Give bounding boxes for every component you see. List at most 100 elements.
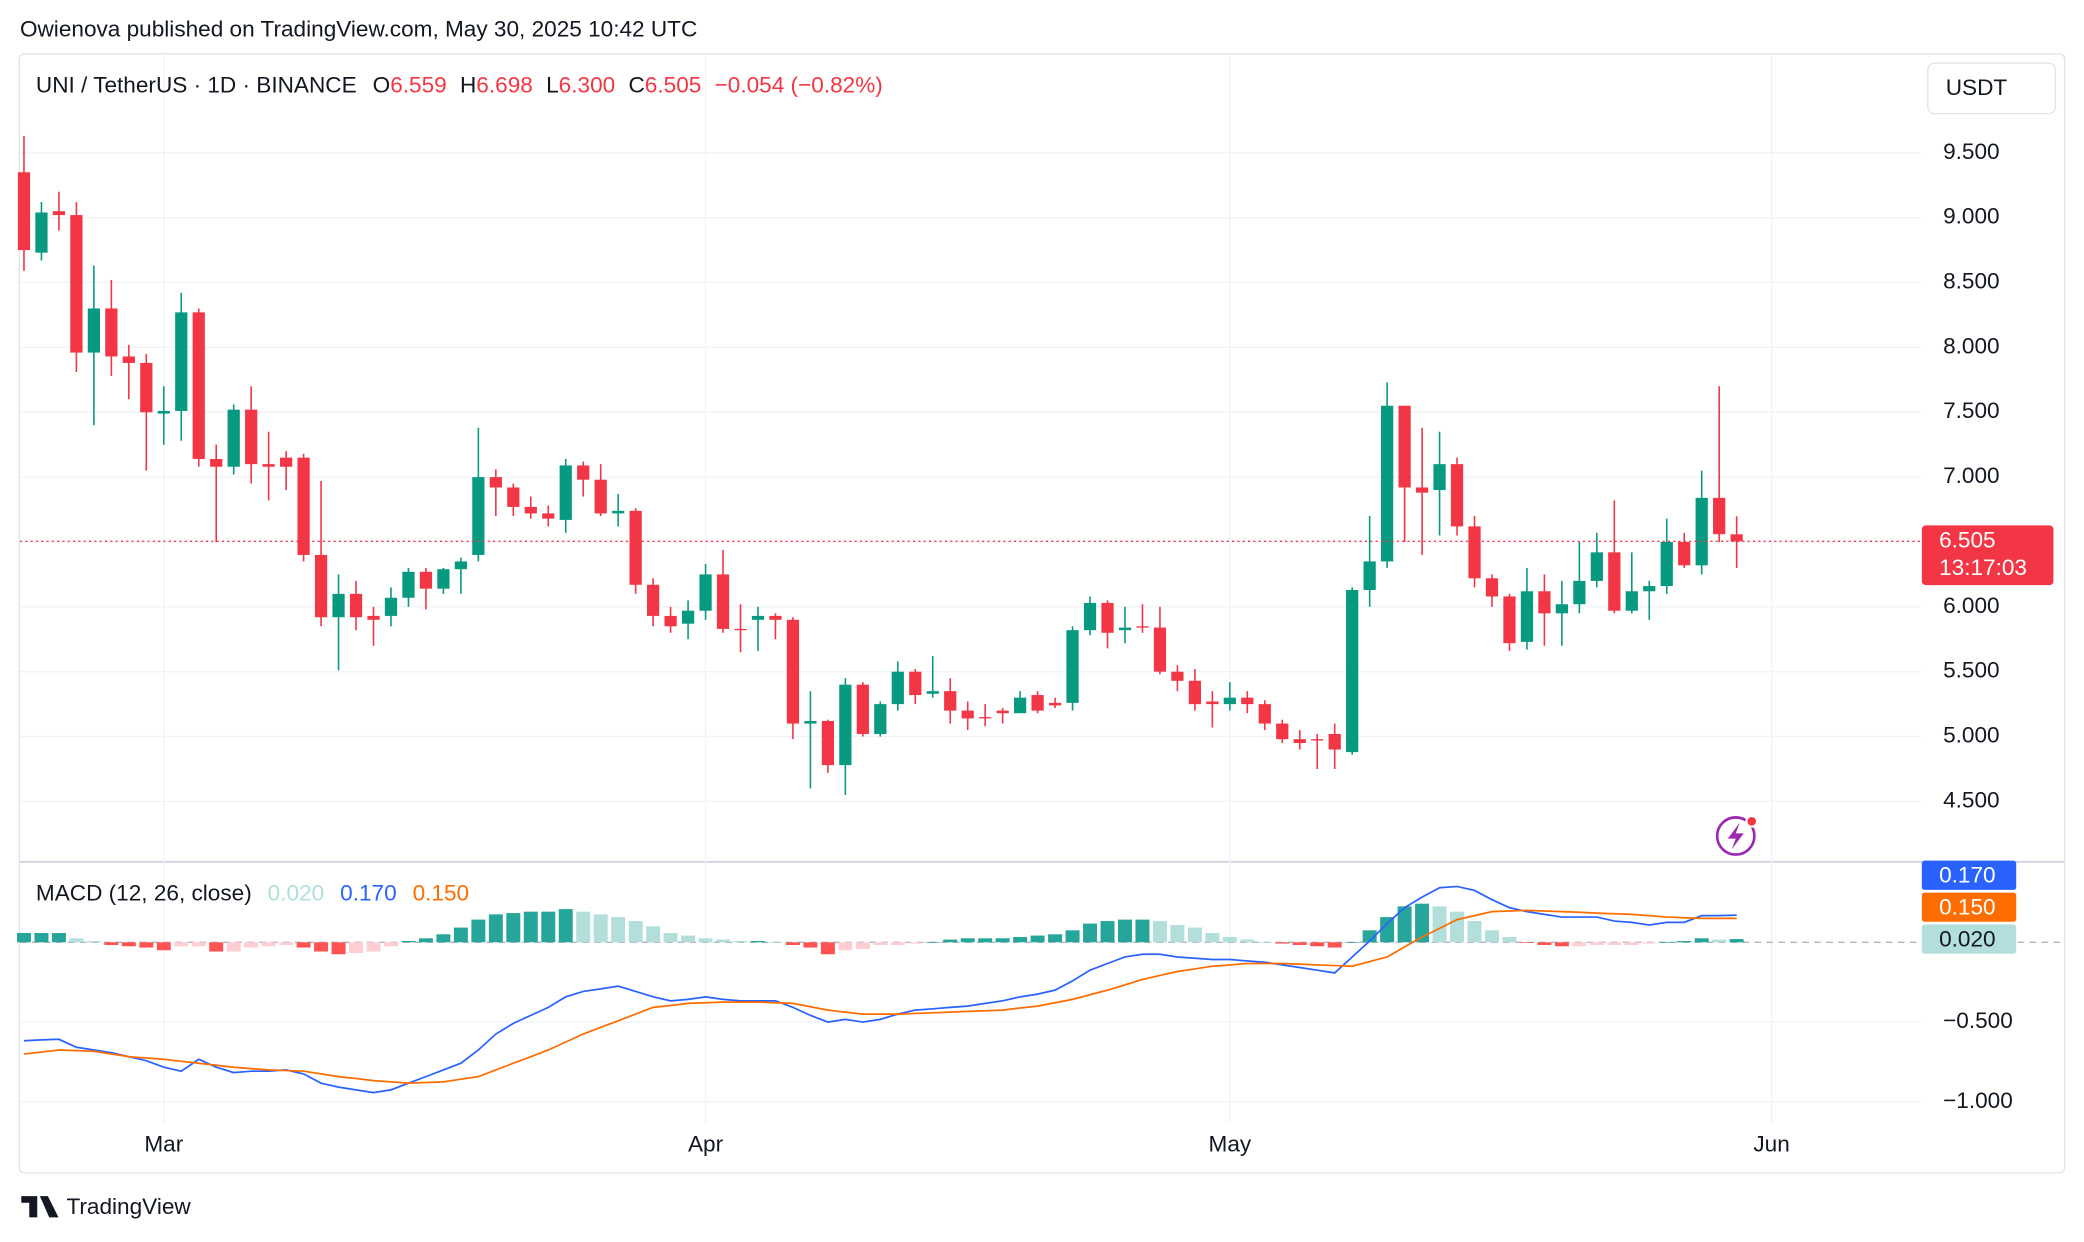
ohlc-key: H bbox=[460, 72, 476, 97]
histogram-bar bbox=[1415, 903, 1430, 943]
candle-body bbox=[1643, 586, 1656, 592]
histogram-bar bbox=[436, 934, 451, 943]
candle-body bbox=[1101, 602, 1114, 633]
candle-body bbox=[664, 615, 677, 627]
histogram-bar bbox=[1222, 937, 1237, 943]
candle-body bbox=[1311, 739, 1324, 741]
histogram-bar bbox=[1432, 906, 1447, 943]
candle-body bbox=[1450, 464, 1464, 527]
histogram-bar bbox=[471, 919, 486, 943]
candle-body bbox=[1608, 552, 1621, 611]
histogram-bar bbox=[733, 941, 748, 943]
value-badge bbox=[1921, 860, 2017, 890]
candle-body bbox=[1520, 591, 1534, 642]
histogram-bar bbox=[646, 926, 661, 943]
macd-legend-value: 0.020 bbox=[268, 880, 325, 905]
candle-body bbox=[1171, 671, 1184, 681]
candle-body bbox=[891, 671, 904, 705]
histogram-bar bbox=[34, 933, 49, 943]
histogram-bar bbox=[488, 914, 503, 943]
histogram-bar bbox=[104, 942, 119, 945]
histogram-bar bbox=[209, 942, 224, 952]
alert-ring[interactable] bbox=[1715, 816, 1756, 856]
histogram-bar bbox=[453, 927, 468, 943]
histogram-bar bbox=[366, 942, 381, 952]
candle-body bbox=[839, 684, 852, 766]
candle-body bbox=[769, 615, 782, 620]
value-badge-label: 0.020 bbox=[1939, 926, 1996, 951]
candle-body bbox=[1503, 596, 1516, 644]
candle-body bbox=[577, 465, 590, 480]
ohlc-value: 6.559 bbox=[390, 72, 447, 97]
histogram-bar bbox=[261, 942, 276, 947]
value-badge bbox=[1921, 892, 2017, 922]
candle-body bbox=[681, 610, 695, 624]
histogram-bar bbox=[1170, 925, 1185, 943]
x-tick-label: May bbox=[1209, 1132, 1252, 1157]
candle-body bbox=[87, 308, 100, 353]
candle-body bbox=[647, 584, 660, 616]
y-tick-label: 7.000 bbox=[1943, 463, 2000, 488]
candle-body bbox=[612, 510, 625, 514]
histogram-bar bbox=[418, 938, 433, 943]
histogram-bar bbox=[191, 942, 206, 947]
candle-body bbox=[961, 710, 974, 719]
histogram-bar bbox=[1117, 919, 1132, 943]
candle-body bbox=[280, 457, 293, 467]
histogram-bar bbox=[978, 938, 993, 943]
histogram-bar bbox=[139, 942, 154, 948]
brand-mark bbox=[21, 1196, 59, 1218]
candle-body bbox=[629, 510, 642, 585]
histogram-bar bbox=[1292, 942, 1307, 945]
macd-legend-value: 0.150 bbox=[413, 880, 470, 905]
ohlc-key: C bbox=[628, 72, 644, 97]
candle-body bbox=[472, 477, 485, 555]
ohlc-key: L bbox=[546, 72, 559, 97]
candle-body bbox=[699, 574, 712, 611]
candle-body bbox=[1293, 739, 1306, 744]
candle-body bbox=[559, 465, 572, 520]
candle-body bbox=[1625, 591, 1638, 611]
currency-box[interactable] bbox=[1927, 62, 2057, 115]
y-tick-label: −1.000 bbox=[1943, 1088, 2013, 1113]
histogram-bar bbox=[803, 942, 818, 948]
histogram-bar bbox=[820, 942, 835, 955]
histogram-bar bbox=[611, 917, 626, 943]
ohlc-key: O bbox=[373, 72, 391, 97]
y-tick-label: 6.000 bbox=[1943, 593, 2000, 618]
histogram-bar bbox=[1694, 938, 1709, 943]
ohlc-value: 6.698 bbox=[476, 72, 533, 97]
currency-label[interactable]: USDT bbox=[1946, 75, 2008, 100]
candle-body bbox=[35, 212, 48, 253]
alert-dot[interactable] bbox=[1745, 815, 1759, 828]
macd-legend: MACD (12, 26, close) 0.020 0.170 0.150 bbox=[36, 880, 469, 905]
brand-logo bbox=[21, 1196, 59, 1218]
candle-body bbox=[1031, 695, 1044, 711]
histogram-bar bbox=[244, 942, 259, 948]
histogram-bar bbox=[716, 939, 731, 943]
candle-body bbox=[1695, 497, 1708, 566]
histogram-bar bbox=[890, 942, 905, 945]
histogram-bar bbox=[768, 941, 783, 943]
y-tick-label: 8.500 bbox=[1943, 268, 2000, 293]
histogram-bar bbox=[1729, 939, 1744, 943]
histogram-bar bbox=[1397, 906, 1412, 943]
histogram-bar bbox=[541, 911, 556, 943]
candle-body bbox=[1573, 580, 1586, 605]
histogram-bar bbox=[1135, 919, 1150, 943]
value-badge bbox=[1921, 924, 2017, 954]
candle-body bbox=[70, 215, 83, 353]
countdown-label: 13:17:03 bbox=[1939, 555, 2027, 580]
candle-body bbox=[105, 308, 118, 357]
histogram-bar bbox=[1065, 930, 1080, 943]
alert-icon[interactable] bbox=[1715, 815, 1759, 856]
histogram-bar bbox=[663, 933, 678, 943]
candle-body bbox=[367, 615, 380, 620]
alert-bolt[interactable] bbox=[1727, 822, 1744, 850]
y-tick-label: 5.500 bbox=[1943, 658, 2000, 683]
candle-body bbox=[944, 691, 957, 711]
ohlc-value: 6.505 bbox=[645, 72, 702, 97]
